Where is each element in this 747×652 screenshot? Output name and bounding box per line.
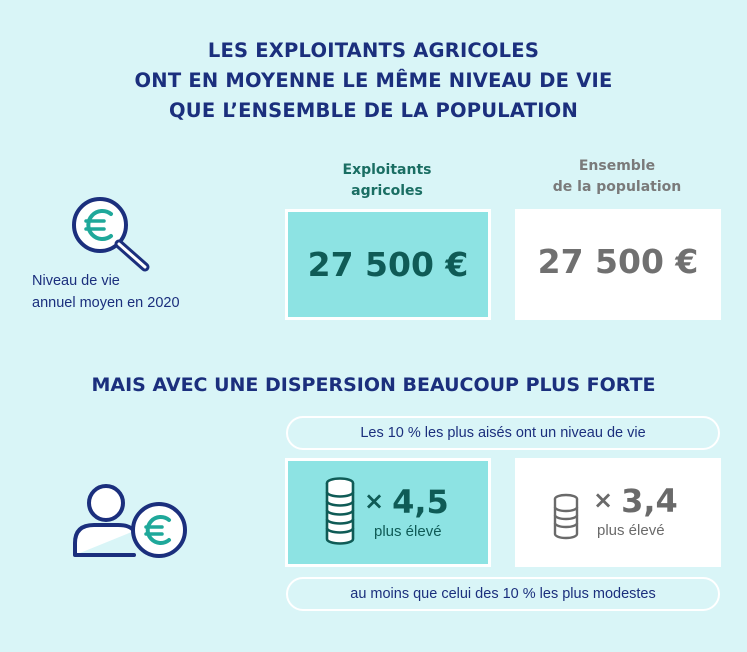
population-multiplier-box: × 3,4 plus élevé: [515, 458, 721, 567]
coin-stack-icon: [553, 493, 579, 540]
population-value-box: 27 500 €: [515, 209, 721, 320]
magnifier-euro-icon: [72, 197, 150, 272]
farmers-header-line-2: agricoles: [351, 183, 423, 199]
dispersion-subtitle: MAIS AVEC UNE DISPERSION BEAUCOUP PLUS F…: [91, 374, 656, 396]
coin-stack-icon: [325, 477, 355, 545]
title-line-1: LES EXPLOITANTS AGRICOLES: [207, 39, 540, 62]
population-header-line-2: de la population: [552, 179, 682, 195]
living-standard-label: Niveau de vie annuel moyen en 2020: [32, 270, 180, 314]
farmers-multiplier-sub: plus élevé: [374, 523, 442, 540]
farmers-header-line-1: Exploitants: [342, 162, 432, 178]
living-standard-label-line-2: annuel moyen en 2020: [32, 295, 180, 311]
population-multiplier-value: 3,4: [621, 482, 678, 520]
living-standard-label-line-1: Niveau de vie: [32, 273, 120, 289]
times-sign: ×: [364, 487, 385, 515]
population-living-standard-value: 27 500 €: [537, 242, 699, 281]
page-title: LES EXPLOITANTS AGRICOLES ONT EN MOYENNE…: [0, 36, 747, 126]
bottom-pill: au moins que celui des 10 % les plus mod…: [286, 577, 720, 611]
population-header-line-1: Ensemble: [578, 158, 656, 174]
title-line-2: ONT EN MOYENNE LE MÊME NIVEAU DE VIE: [134, 69, 613, 92]
population-multiplier: × 3,4: [593, 482, 678, 519]
farmers-living-standard-value: 27 500 €: [307, 245, 469, 284]
farmers-value-box: 27 500 €: [285, 209, 491, 320]
farmers-multiplier-box: × 4,5 plus élevé: [285, 458, 491, 567]
person-euro-icon: [73, 484, 187, 558]
farmers-multiplier-value: 4,5: [392, 483, 449, 521]
farmers-column-header: Exploitants agricoles: [285, 160, 489, 202]
times-sign: ×: [593, 486, 614, 514]
farmers-multiplier: × 4,5: [364, 483, 449, 520]
title-line-3: QUE L’ENSEMBLE DE LA POPULATION: [169, 99, 578, 122]
population-multiplier-sub: plus élevé: [597, 522, 665, 539]
top-pill: Les 10 % les plus aisés ont un niveau de…: [286, 416, 720, 450]
population-column-header: Ensemble de la population: [515, 156, 719, 198]
